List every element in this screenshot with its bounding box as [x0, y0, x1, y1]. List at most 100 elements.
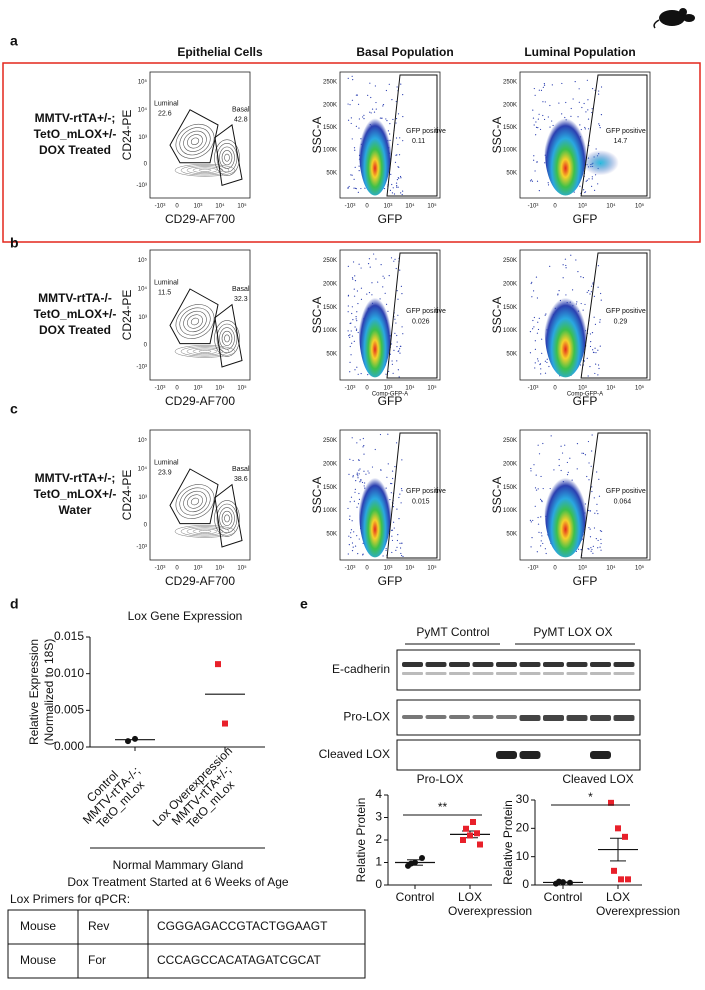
event-dot: [596, 471, 598, 473]
event-dot: [599, 345, 601, 347]
event-dot: [544, 101, 546, 103]
event-dot: [537, 118, 539, 120]
y-tick-label: 50K: [326, 532, 337, 538]
event-dot: [558, 464, 560, 467]
y-tick-label: 100K: [503, 508, 517, 514]
event-dot: [542, 114, 544, 117]
event-dot: [591, 434, 593, 436]
event-dot: [396, 508, 398, 510]
gate-name: GFP positive: [606, 308, 646, 315]
x-note: Comp-GFP-A: [372, 392, 408, 398]
gate: [580, 252, 648, 379]
gate: [169, 109, 219, 164]
band: [402, 715, 423, 719]
event-dot: [591, 178, 593, 180]
event-dot: [352, 79, 354, 81]
event-dot: [351, 542, 354, 544]
gate: [386, 432, 438, 559]
condition-label: TetO_mLOX+/-: [34, 307, 117, 321]
event-dot: [382, 275, 384, 277]
gate: [386, 74, 438, 197]
condition-label: MMTV-rtTA+/-;: [35, 111, 116, 125]
data-point: [625, 876, 631, 883]
event-dot: [397, 166, 399, 168]
event-dot: [532, 109, 534, 111]
event-dot: [544, 162, 546, 164]
event-dot: [377, 281, 379, 283]
event-dot: [600, 292, 602, 295]
condition-label: MMTV-rtTA+/-;: [35, 471, 116, 485]
event-dot: [402, 140, 404, 142]
band: [519, 751, 541, 759]
event-dot: [574, 81, 576, 83]
event-dot: [399, 269, 401, 271]
event-dot: [363, 114, 365, 116]
event-dot: [593, 497, 595, 499]
event-dot: [373, 253, 375, 255]
y-tick-label: 0.015: [54, 629, 84, 643]
event-dot: [400, 177, 402, 179]
event-dot: [349, 458, 351, 461]
table-cell: CGGGAGACCGTACTGGAAGT: [157, 919, 328, 933]
event-dot: [354, 275, 356, 277]
x-tick-label: 10⁵: [427, 565, 437, 572]
event-dot: [352, 546, 354, 548]
event-dot: [535, 126, 538, 128]
event-dot: [391, 539, 394, 542]
event-dot: [542, 86, 544, 88]
event-dot: [558, 458, 560, 461]
x-axis-label: CD29-AF700: [165, 394, 235, 408]
event-dot: [396, 86, 398, 88]
event-dot: [398, 350, 400, 352]
event-dot: [581, 452, 583, 454]
y-axis-label: CD24-PE: [120, 290, 134, 341]
event-dot: [591, 108, 593, 110]
event-dot: [530, 546, 532, 548]
event-dot: [383, 277, 385, 279]
event-dot: [358, 469, 360, 471]
density: [359, 283, 391, 378]
event-dot: [402, 94, 404, 96]
event-dot: [599, 546, 601, 548]
contour: [187, 134, 203, 149]
y-tick-label: 100K: [323, 328, 337, 334]
y-tick-label: 50K: [506, 170, 517, 176]
band: [543, 672, 564, 675]
event-dot: [351, 138, 353, 140]
event-dot: [530, 282, 532, 285]
y-tick-label: 250K: [323, 438, 337, 444]
condition-label: DOX Treated: [39, 143, 111, 157]
event-dot: [537, 516, 539, 519]
contour: [175, 304, 215, 339]
x-tick-label: 10⁵: [237, 565, 247, 572]
gate-name: Basal: [232, 286, 250, 293]
gate-value: 22.6: [158, 110, 172, 117]
event-dot: [594, 323, 597, 325]
band: [472, 672, 494, 675]
y-tick-label: 150K: [503, 125, 517, 131]
event-dot: [540, 368, 542, 370]
event-dot: [360, 187, 362, 190]
event-dot: [348, 544, 350, 546]
event-dot: [354, 491, 356, 493]
event-dot: [386, 476, 388, 478]
event-dot: [355, 318, 357, 320]
y-tick-label: 150K: [503, 305, 517, 311]
y-axis-label: SSC-A: [490, 297, 504, 334]
contour: [180, 526, 230, 537]
event-dot: [397, 177, 399, 179]
event-dot: [357, 553, 359, 555]
event-dot: [347, 294, 350, 296]
event-dot: [591, 185, 593, 187]
event-dot: [368, 258, 371, 260]
event-dot: [358, 473, 360, 475]
contour: [174, 345, 236, 358]
x-axis-label: CD29-AF700: [165, 212, 235, 226]
contour: [187, 494, 203, 509]
x-tick-label: 10⁴: [606, 565, 616, 572]
event-dot: [399, 352, 401, 354]
event-dot: [358, 170, 360, 172]
event-dot: [370, 96, 372, 99]
event-dot: [597, 539, 599, 542]
event-dot: [347, 103, 349, 105]
